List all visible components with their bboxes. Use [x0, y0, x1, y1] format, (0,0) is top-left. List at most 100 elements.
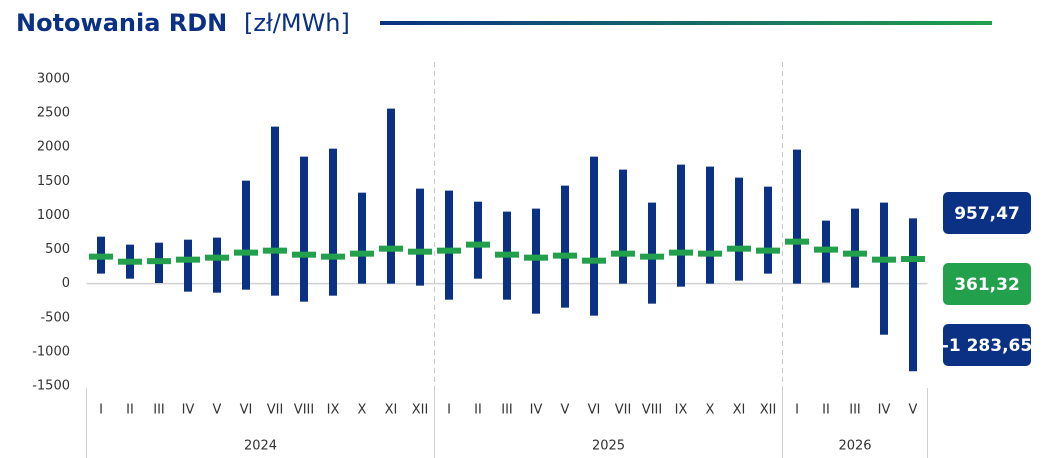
chart-title: Notowania RDN	[16, 9, 227, 37]
x-tick-label: VIII	[294, 403, 314, 418]
avg-mark	[843, 250, 867, 257]
x-tick-label: I	[99, 403, 103, 418]
range-bar	[619, 169, 627, 284]
range-bar	[213, 237, 221, 293]
avg-mark	[408, 248, 432, 255]
range-bar	[532, 208, 540, 314]
x-tick-label: I	[795, 403, 799, 418]
range-bar	[184, 239, 192, 292]
x-tick-label: II	[474, 403, 482, 418]
range-bar	[590, 156, 598, 316]
x-tick-label: XII	[412, 403, 429, 418]
avg-mark	[466, 241, 490, 248]
range-bar	[880, 202, 888, 335]
avg-mark	[553, 252, 577, 259]
x-tick-label: III	[849, 403, 861, 418]
avg-mark	[234, 249, 258, 256]
value-box-label: -1 283,65	[942, 336, 1032, 356]
avg-mark	[495, 251, 519, 258]
value-box-label: 361,32	[954, 275, 1020, 295]
range-bar	[242, 180, 250, 290]
avg-mark	[118, 258, 142, 265]
x-tick-label: VII	[615, 403, 632, 418]
y-tick-label: -1000	[32, 344, 70, 359]
title-rule	[380, 21, 992, 25]
range-bar	[648, 202, 656, 304]
y-tick-label: 1500	[37, 174, 70, 189]
avg-mark	[176, 256, 200, 263]
y-tick-label: 500	[45, 242, 70, 257]
range-bar	[416, 188, 424, 286]
x-group-label: 2025	[592, 439, 625, 454]
x-tick-label: IV	[530, 403, 543, 418]
y-tick-label: -1500	[32, 379, 70, 394]
x-tick-label: V	[909, 403, 918, 418]
avg-mark	[147, 258, 171, 265]
avg-mark	[785, 238, 809, 245]
x-tick-label: XI	[733, 403, 746, 418]
avg-mark	[437, 247, 461, 254]
value-box	[943, 324, 1031, 366]
avg-mark	[350, 250, 374, 257]
value-box	[943, 192, 1031, 234]
range-bar	[445, 190, 453, 300]
range-bar	[706, 166, 714, 284]
x-tick-label: VI	[240, 403, 253, 418]
x-tick-label: II	[822, 403, 830, 418]
range-bar	[677, 164, 685, 287]
y-tick-label: 2500	[37, 106, 70, 121]
avg-mark	[872, 256, 896, 263]
x-tick-label: III	[501, 403, 513, 418]
x-tick-label: X	[358, 403, 367, 418]
range-bar	[474, 201, 482, 279]
avg-mark	[379, 245, 403, 252]
x-tick-label: V	[561, 403, 570, 418]
x-tick-label: VII	[267, 403, 284, 418]
range-bar	[329, 148, 337, 296]
range-bar	[909, 218, 917, 372]
x-tick-label: IX	[675, 403, 688, 418]
avg-mark	[263, 247, 287, 254]
avg-mark	[292, 251, 316, 258]
y-tick-label: 0	[62, 276, 70, 291]
value-box-label: 957,47	[954, 204, 1020, 224]
avg-mark	[756, 247, 780, 254]
avg-mark	[814, 246, 838, 253]
value-box	[943, 263, 1031, 305]
x-tick-label: XII	[760, 403, 777, 418]
x-tick-label: II	[126, 403, 134, 418]
avg-mark	[727, 245, 751, 252]
avg-mark	[611, 250, 635, 257]
range-bar	[793, 149, 801, 284]
avg-mark	[640, 253, 664, 260]
x-tick-label: IX	[327, 403, 340, 418]
x-tick-label: VIII	[642, 403, 662, 418]
avg-mark	[901, 256, 925, 263]
x-tick-label: X	[706, 403, 715, 418]
y-tick-label: 2000	[37, 140, 70, 155]
avg-mark	[524, 254, 548, 261]
avg-mark	[321, 253, 345, 260]
x-group-label: 2026	[838, 439, 871, 454]
avg-mark	[205, 254, 229, 261]
range-bar	[764, 186, 772, 274]
y-tick-label: 1000	[37, 208, 70, 223]
y-tick-label: -500	[40, 310, 70, 325]
avg-mark	[582, 257, 606, 264]
y-tick-label: 3000	[37, 72, 70, 87]
range-bar	[561, 185, 569, 308]
x-tick-label: XI	[385, 403, 398, 418]
avg-mark	[698, 250, 722, 257]
range-bar	[851, 208, 859, 288]
x-tick-label: III	[153, 403, 165, 418]
range-bar	[358, 192, 366, 284]
x-tick-label: IV	[182, 403, 195, 418]
avg-mark	[669, 249, 693, 256]
range-bar	[735, 177, 743, 281]
x-tick-label: VI	[588, 403, 601, 418]
x-group-label: 2024	[244, 439, 277, 454]
range-bar	[387, 108, 395, 284]
x-tick-label: I	[447, 403, 451, 418]
avg-mark	[89, 253, 113, 260]
